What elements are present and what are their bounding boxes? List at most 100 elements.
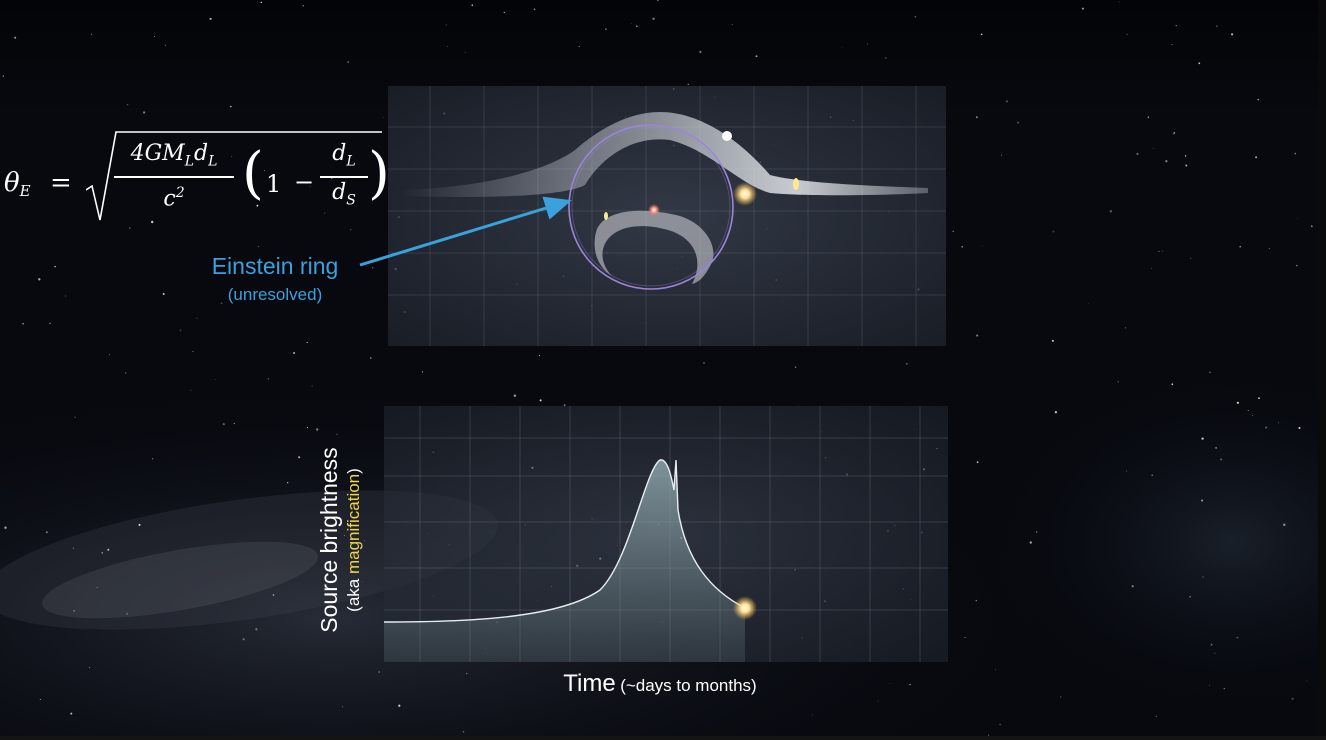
background-star [889, 682, 891, 684]
background-star [257, 246, 259, 248]
background-star [905, 362, 908, 365]
background-star [1136, 152, 1139, 156]
background-star [1117, 380, 1119, 383]
background-star [422, 371, 424, 373]
sky-view-panel [388, 86, 946, 346]
background-star [196, 317, 198, 319]
background-star [287, 482, 289, 484]
background-star [101, 552, 103, 554]
background-star [72, 547, 74, 549]
main-fraction-bar [114, 176, 234, 178]
background-star [370, 357, 372, 359]
frame-edge-bottom [0, 736, 1326, 740]
background-star [975, 599, 977, 602]
background-star [877, 700, 879, 702]
outer-image-trail [400, 112, 928, 197]
background-star [1214, 652, 1216, 654]
background-star [471, 4, 474, 7]
main-denominator: c2 [114, 179, 234, 213]
background-star [45, 531, 48, 534]
background-star [914, 16, 916, 18]
theta-symbol: θ [4, 168, 20, 198]
background-star [306, 427, 309, 429]
inner-denominator: dS [320, 179, 368, 214]
einstein-radius-formula: θE = 4GMLdL c2 ( 1 − dL dS ) [2, 128, 390, 224]
background-star [263, 170, 265, 172]
background-star [464, 51, 466, 53]
source-marker-dot [722, 131, 732, 141]
background-star [976, 334, 979, 337]
background-star [293, 351, 296, 355]
background-star [143, 111, 146, 114]
background-star [1283, 523, 1286, 526]
background-star [151, 458, 154, 460]
inner-image-trail [594, 210, 714, 284]
background-star [1060, 696, 1062, 698]
background-star [255, 628, 258, 631]
background-star [215, 379, 216, 380]
background-star [179, 329, 182, 332]
inner-num-sub: L [346, 153, 356, 170]
background-star [350, 582, 353, 585]
brightness-axis-note: (aka magnification) [343, 410, 365, 670]
background-star [952, 230, 954, 233]
background-star [1151, 474, 1153, 476]
background-star [233, 423, 235, 425]
background-star [703, 362, 705, 364]
background-star [96, 586, 98, 589]
background-star [364, 540, 366, 542]
background-star [108, 354, 110, 356]
background-star [298, 456, 301, 459]
background-star [975, 116, 978, 119]
background-star [811, 714, 813, 716]
background-star [1202, 576, 1204, 578]
background-star [192, 351, 194, 353]
background-star [256, 204, 259, 207]
background-star [378, 671, 381, 673]
background-star [1175, 24, 1177, 27]
background-star [162, 292, 165, 296]
background-star [1210, 643, 1213, 646]
background-star [1081, 7, 1084, 10]
background-star [1147, 116, 1150, 118]
background-star [350, 229, 352, 231]
close-paren: ) [368, 141, 390, 206]
background-star [1126, 470, 1128, 472]
background-star [222, 423, 225, 426]
background-star [1171, 44, 1173, 46]
open-paren: ( [242, 141, 264, 206]
background-star [980, 33, 983, 36]
background-star [1230, 33, 1234, 36]
background-star [1239, 245, 1242, 248]
inner-num-d: d [332, 141, 347, 166]
background-star [316, 428, 319, 431]
background-star [1051, 339, 1054, 342]
background-star [383, 116, 385, 118]
magnification-word: magnification [344, 473, 363, 575]
background-star [164, 44, 166, 46]
background-star [533, 8, 536, 11]
background-star [1124, 327, 1127, 329]
background-star [1171, 383, 1174, 386]
background-star [1005, 100, 1009, 103]
current-brightness-star [733, 596, 757, 620]
background-star [90, 33, 93, 35]
background-star [151, 220, 154, 224]
note-prefix: (aka [344, 574, 363, 612]
background-star [1257, 98, 1260, 101]
background-star [1131, 585, 1134, 588]
background-star [981, 245, 983, 247]
background-star [1215, 447, 1217, 449]
background-star [1201, 499, 1204, 502]
background-star [1185, 164, 1188, 167]
background-star [14, 36, 17, 39]
background-star [794, 366, 797, 368]
background-star [242, 638, 245, 641]
numerator-distance: d [194, 141, 209, 166]
background-star [1223, 688, 1225, 690]
background-star [1298, 426, 1301, 430]
background-star [89, 667, 90, 669]
background-star [731, 23, 733, 26]
background-star [563, 404, 566, 406]
